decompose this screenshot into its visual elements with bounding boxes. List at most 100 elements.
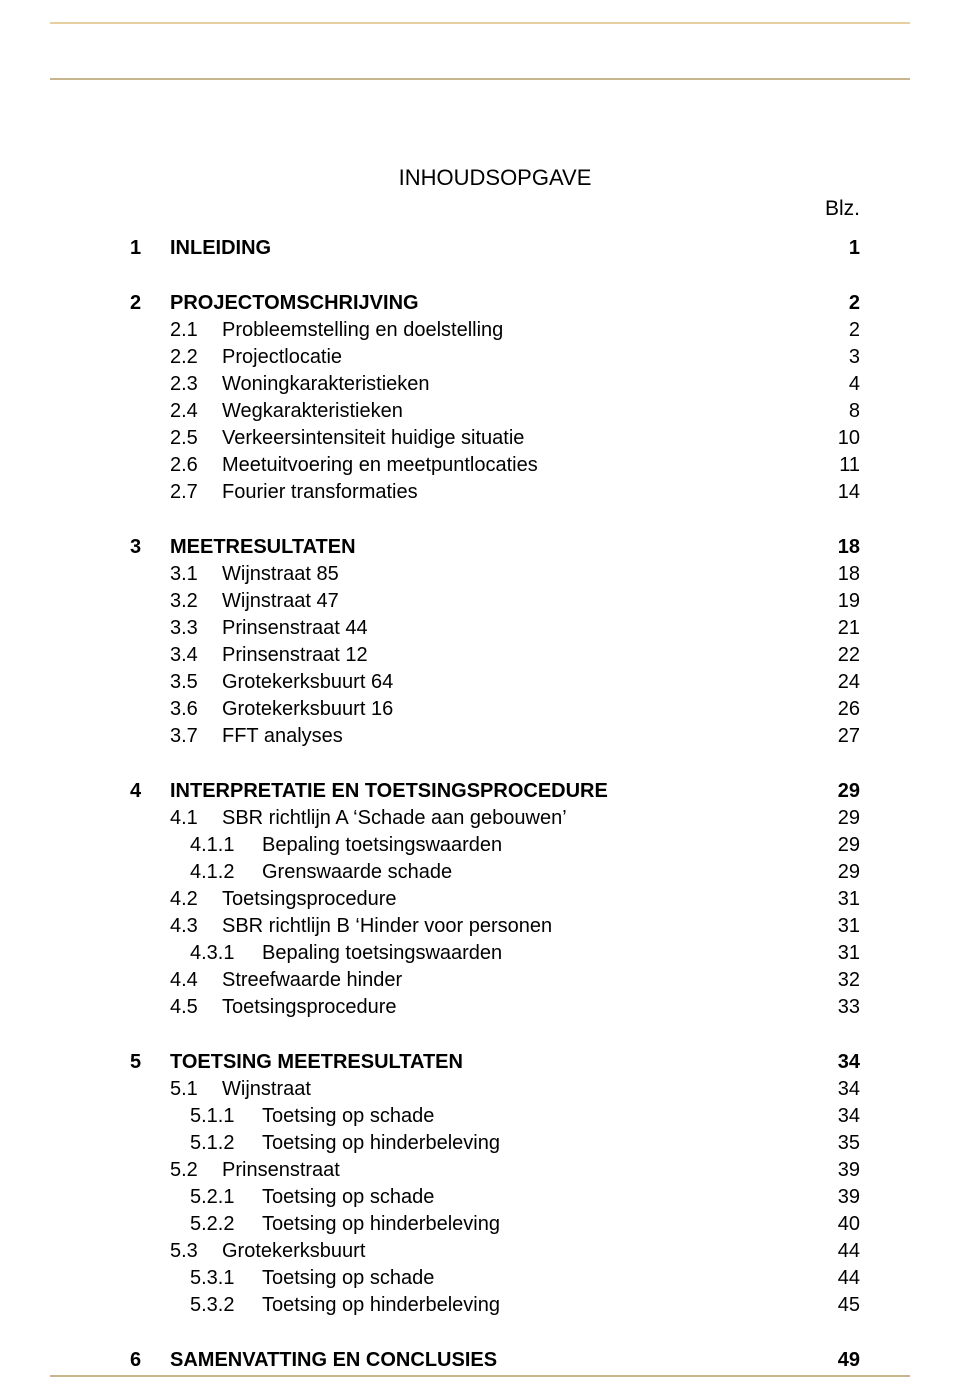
toc-entry-label: PROJECTOMSCHRIJVING <box>170 290 820 317</box>
toc-entry-number: 2 <box>130 290 170 317</box>
toc-entry-number: 5.3.2 <box>190 1292 262 1319</box>
toc-entry-number: 5.3.1 <box>190 1265 262 1292</box>
toc-entry-number: 4.3.1 <box>190 940 262 967</box>
toc-entry-page: 29 <box>820 859 860 886</box>
toc-entry-label: Toetsing op schade <box>262 1265 820 1292</box>
toc-entry-label: Grenswaarde schade <box>262 859 820 886</box>
toc-entry-page: 4 <box>820 371 860 398</box>
toc-entry-number: 5.1.2 <box>190 1130 262 1157</box>
toc-entry-label: Wijnstraat 47 <box>222 588 820 615</box>
toc-entry: 3.5Grotekerksbuurt 6424 <box>130 669 860 696</box>
toc-entry-page: 35 <box>820 1130 860 1157</box>
toc-entry: 4.3.1Bepaling toetsingswaarden31 <box>130 940 860 967</box>
toc-entry-page: 39 <box>820 1184 860 1211</box>
toc-entry-page: 29 <box>820 832 860 859</box>
toc-entry-page: 1 <box>820 235 860 262</box>
toc-entry-label: Wegkarakteristieken <box>222 398 820 425</box>
page-column-label: Blz. <box>130 197 860 221</box>
toc-entry-label: Grotekerksbuurt 64 <box>222 669 820 696</box>
toc-entry-label: Toetsingsprocedure <box>222 994 820 1021</box>
toc-entry: 2.1Probleemstelling en doelstelling2 <box>130 317 860 344</box>
toc-entry-number: 4.4 <box>170 967 222 994</box>
toc-entry-number: 4 <box>130 778 170 805</box>
toc-entry: 5.2Prinsenstraat39 <box>130 1157 860 1184</box>
toc-entry-number: 5.2.2 <box>190 1211 262 1238</box>
toc-entry-label: Projectlocatie <box>222 344 820 371</box>
toc-entry: 4.1SBR richtlijn A ‘Schade aan gebouwen’… <box>130 805 860 832</box>
content-area: INHOUDSOPGAVE Blz. 1INLEIDING1 2PROJECTOM… <box>130 165 860 1374</box>
toc-entry-label: Wijnstraat 85 <box>222 561 820 588</box>
toc-entry: 3.1Wijnstraat 8518 <box>130 561 860 588</box>
toc-entry-label: Bepaling toetsingswaarden <box>262 940 820 967</box>
toc-entry: 6SAMENVATTING EN CONCLUSIES49 <box>130 1347 860 1374</box>
toc-entry-number: 1 <box>130 235 170 262</box>
toc-entry-number: 4.1.2 <box>190 859 262 886</box>
toc-entry-label: INTERPRETATIE EN TOETSINGSPROCEDURE <box>170 778 820 805</box>
toc-entry-label: SAMENVATTING EN CONCLUSIES <box>170 1347 820 1374</box>
toc-entry-page: 18 <box>820 561 860 588</box>
toc-entry-label: Prinsenstraat 12 <box>222 642 820 669</box>
toc-entry-number: 2.4 <box>170 398 222 425</box>
toc-entry-number: 3.1 <box>170 561 222 588</box>
toc-entry: 3.4Prinsenstraat 1222 <box>130 642 860 669</box>
toc-entry-label: SBR richtlijn B ‘Hinder voor personen <box>222 913 820 940</box>
toc-entry: 5.3Grotekerksbuurt44 <box>130 1238 860 1265</box>
toc-entry-page: 27 <box>820 723 860 750</box>
toc-entry-label: Probleemstelling en doelstelling <box>222 317 820 344</box>
toc-entry-page: 3 <box>820 344 860 371</box>
toc-entry: 4.1.1Bepaling toetsingswaarden29 <box>130 832 860 859</box>
toc-entry: 2.5Verkeersintensiteit huidige situatie1… <box>130 425 860 452</box>
toc-entry: 4.3SBR richtlijn B ‘Hinder voor personen… <box>130 913 860 940</box>
toc-entry-page: 21 <box>820 615 860 642</box>
toc-entry: 5.3.1Toetsing op schade44 <box>130 1265 860 1292</box>
toc-entry: 5.2.2Toetsing op hinderbeleving40 <box>130 1211 860 1238</box>
toc-entry-number: 3.7 <box>170 723 222 750</box>
toc-entry-number: 2.3 <box>170 371 222 398</box>
toc-entry: 3MEETRESULTATEN18 <box>130 534 860 561</box>
toc-section: 5TOETSING MEETRESULTATEN345.1Wijnstraat3… <box>130 1049 860 1319</box>
toc-entry-page: 18 <box>820 534 860 561</box>
toc-section: 6SAMENVATTING EN CONCLUSIES49 <box>130 1347 860 1374</box>
toc-entry-number: 5.2.1 <box>190 1184 262 1211</box>
toc-entry-page: 45 <box>820 1292 860 1319</box>
toc-entry-number: 2.2 <box>170 344 222 371</box>
toc-entry-label: Toetsing op schade <box>262 1184 820 1211</box>
toc-entry-label: Verkeersintensiteit huidige situatie <box>222 425 820 452</box>
toc-entry-label: Toetsing op schade <box>262 1103 820 1130</box>
toc-entry: 2.3Woningkarakteristieken4 <box>130 371 860 398</box>
toc-entry-number: 3.2 <box>170 588 222 615</box>
toc-entry-label: Bepaling toetsingswaarden <box>262 832 820 859</box>
toc-entry-page: 2 <box>820 290 860 317</box>
toc-section: 3MEETRESULTATEN183.1Wijnstraat 85183.2Wi… <box>130 534 860 750</box>
toc-entry-number: 5.1 <box>170 1076 222 1103</box>
toc-entry-label: Streefwaarde hinder <box>222 967 820 994</box>
toc-entry-number: 4.1.1 <box>190 832 262 859</box>
toc-entry-number: 5 <box>130 1049 170 1076</box>
toc-entry: 5.1.2Toetsing op hinderbeleving35 <box>130 1130 860 1157</box>
toc-entry-label: Prinsenstraat <box>222 1157 820 1184</box>
toc-entry-number: 4.1 <box>170 805 222 832</box>
toc-entry-page: 29 <box>820 778 860 805</box>
toc-entry-label: Toetsing op hinderbeleving <box>262 1211 820 1238</box>
toc-entry-label: FFT analyses <box>222 723 820 750</box>
toc-entry: 5.3.2Toetsing op hinderbeleving45 <box>130 1292 860 1319</box>
toc-section: 4INTERPRETATIE EN TOETSINGSPROCEDURE294.… <box>130 778 860 1021</box>
toc-entry-page: 34 <box>820 1049 860 1076</box>
toc-entry-number: 3.3 <box>170 615 222 642</box>
toc-entry-page: 34 <box>820 1103 860 1130</box>
toc-entry-label: MEETRESULTATEN <box>170 534 820 561</box>
toc-entry-page: 11 <box>820 452 860 479</box>
toc-entry-page: 39 <box>820 1157 860 1184</box>
toc-entry: 3.2Wijnstraat 4719 <box>130 588 860 615</box>
toc-entry-number: 3.5 <box>170 669 222 696</box>
toc-entry-page: 19 <box>820 588 860 615</box>
toc-title: INHOUDSOPGAVE <box>130 165 860 191</box>
toc-entry-page: 44 <box>820 1265 860 1292</box>
toc-body: 1INLEIDING1 2PROJECTOMSCHRIJVING22.1Probl… <box>130 235 860 1374</box>
toc-entry-label: Woningkarakteristieken <box>222 371 820 398</box>
toc-entry-page: 34 <box>820 1076 860 1103</box>
toc-entry-page: 8 <box>820 398 860 425</box>
toc-entry: 4.4Streefwaarde hinder32 <box>130 967 860 994</box>
toc-entry-label: INLEIDING <box>170 235 820 262</box>
toc-entry-page: 31 <box>820 913 860 940</box>
